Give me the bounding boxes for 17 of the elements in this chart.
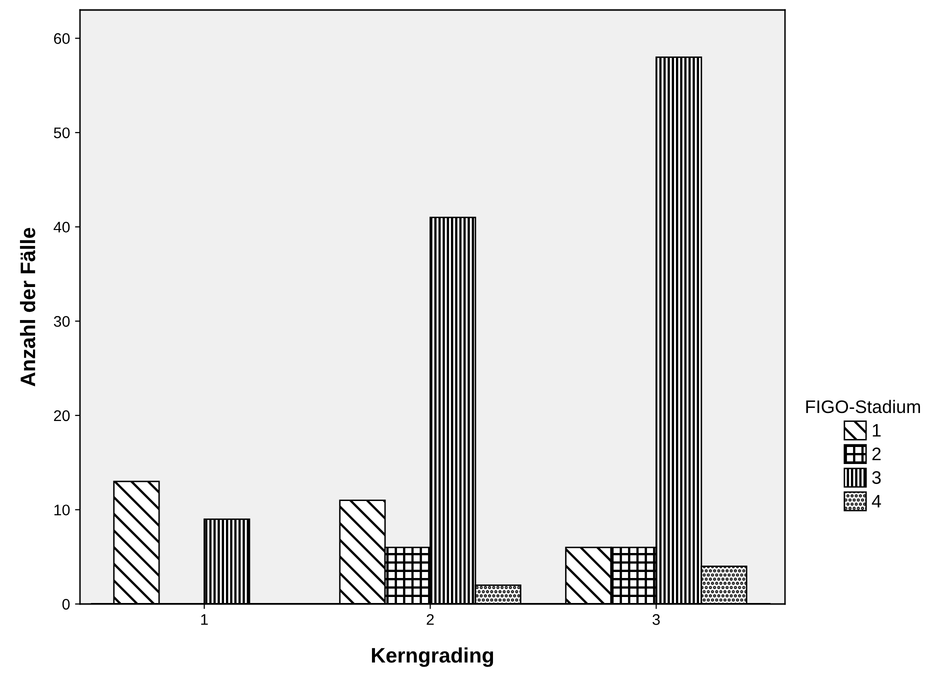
y-tick-label: 20 [54, 410, 70, 422]
legend-label: 4 [872, 494, 881, 508]
legend-title: FIGO-Stadium [806, 400, 920, 414]
y-tick-label: 50 [54, 127, 70, 138]
y-tick-label: 10 [54, 504, 70, 516]
y-tick-label: 0 [62, 598, 70, 610]
y-axis-title: Anzahl der Fälle [20, 228, 36, 386]
x-tick-label: 2 [426, 614, 434, 625]
x-tick-label: 1 [201, 614, 208, 625]
y-tick-label: 40 [54, 222, 70, 233]
legend-label: 3 [872, 471, 881, 484]
x-tick-label: 3 [652, 614, 660, 625]
legend-label: 2 [872, 448, 881, 460]
y-tick-label: 30 [54, 316, 70, 327]
x-axis-title: Kerngrading [372, 647, 494, 667]
legend-label: 1 [872, 424, 881, 437]
y-tick-label: 60 [54, 33, 70, 44]
